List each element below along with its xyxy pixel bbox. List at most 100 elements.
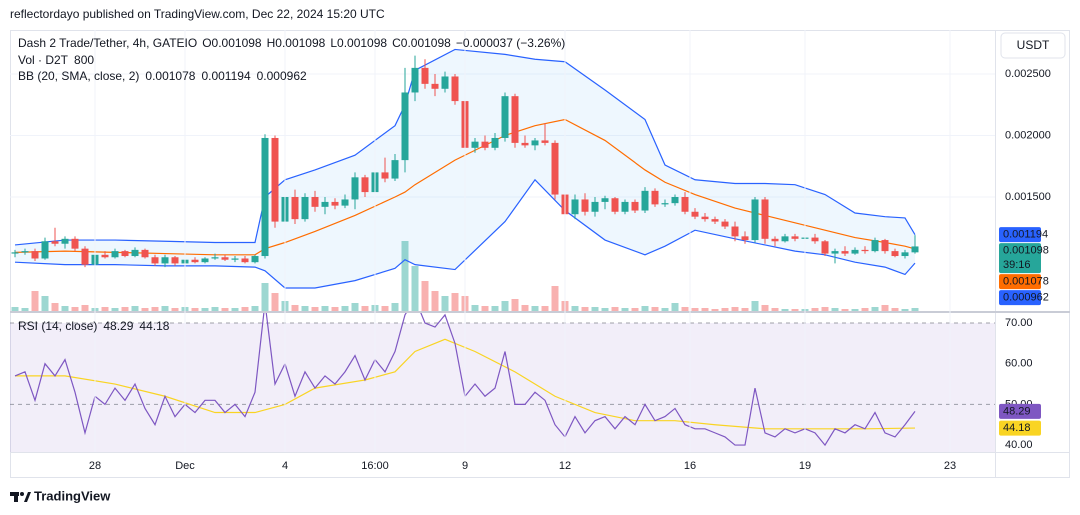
logo-stem bbox=[14, 492, 18, 502]
rsi-tick-label: 60.00 bbox=[1005, 358, 1033, 370]
volume-bar bbox=[331, 307, 339, 311]
candle-body bbox=[241, 258, 249, 263]
volume-bar bbox=[761, 305, 769, 311]
price-tag bbox=[999, 227, 1041, 243]
change: −0.000037 (−3.26%) bbox=[456, 36, 565, 50]
candle-body bbox=[471, 141, 479, 148]
candle-body bbox=[751, 199, 759, 241]
volume-bar bbox=[271, 293, 279, 311]
candle-body bbox=[421, 67, 429, 84]
volume-bar bbox=[361, 306, 369, 311]
candle-body bbox=[221, 257, 229, 260]
volume-bar bbox=[381, 306, 389, 311]
volume-bar bbox=[521, 305, 529, 311]
candle-body bbox=[391, 160, 399, 179]
volume-bar bbox=[411, 266, 419, 311]
candle-body bbox=[571, 199, 579, 215]
volume-bar bbox=[161, 306, 169, 311]
candle-body bbox=[541, 140, 549, 143]
candle-body bbox=[451, 76, 459, 102]
price-tag-label: 0.001194 bbox=[1003, 229, 1048, 241]
candle-body bbox=[81, 248, 89, 265]
volume-bar bbox=[591, 307, 599, 311]
ohlc-value: 0.001098 bbox=[337, 36, 387, 50]
candle-body bbox=[291, 197, 299, 220]
candle-body bbox=[321, 201, 329, 207]
volume-bar bbox=[711, 309, 719, 311]
countdown: 39:16 bbox=[1003, 259, 1031, 271]
volume-bar bbox=[861, 308, 869, 311]
volume-last: 800 bbox=[74, 53, 94, 67]
candle-body bbox=[481, 141, 489, 148]
rsi-ma-line bbox=[15, 338, 916, 430]
x-tick-label: 19 bbox=[799, 460, 811, 472]
volume-bar bbox=[581, 307, 589, 311]
volume-bar bbox=[71, 307, 79, 311]
volume-bar bbox=[791, 309, 799, 311]
volume-bar bbox=[531, 306, 539, 311]
x-tick-label: 23 bbox=[944, 460, 956, 472]
volume-bar bbox=[911, 308, 919, 311]
volume-bar bbox=[841, 309, 849, 311]
symbol-title: Dash 2 Trade/Tether, 4h, GATEIO bbox=[18, 36, 197, 50]
x-tick-label: 28 bbox=[89, 460, 101, 472]
price-tag bbox=[999, 243, 1041, 274]
volume-bar bbox=[81, 305, 89, 311]
candle-body bbox=[171, 257, 179, 264]
ohlc-key: O bbox=[202, 36, 211, 50]
candle-body bbox=[671, 197, 679, 204]
candle-body bbox=[841, 251, 849, 254]
candle-body bbox=[441, 76, 449, 89]
volume-bar bbox=[491, 306, 499, 311]
candle-body bbox=[21, 251, 29, 253]
candle-body bbox=[531, 140, 539, 146]
y-tick-label: 0.001500 bbox=[1005, 191, 1051, 203]
published-line: reflectordayo published on TradingView.c… bbox=[10, 7, 385, 21]
volume-bar bbox=[621, 308, 629, 311]
volume-bar bbox=[781, 309, 789, 311]
price-tag-label: 48.29 bbox=[1003, 405, 1031, 417]
volume-bar bbox=[751, 301, 759, 311]
candle-body bbox=[911, 246, 919, 253]
candle-body bbox=[881, 240, 889, 252]
ohlc-value: 0.001098 bbox=[212, 36, 262, 50]
volume-bar bbox=[121, 307, 129, 311]
volume-bar bbox=[661, 308, 669, 311]
ohlc-key: L bbox=[330, 36, 337, 50]
candle-body bbox=[41, 241, 49, 259]
candle-body bbox=[201, 258, 209, 263]
volume-bar bbox=[291, 305, 299, 311]
candle-body bbox=[251, 256, 259, 263]
volume-bar bbox=[471, 305, 479, 311]
candle-body bbox=[821, 241, 829, 254]
currency-button[interactable] bbox=[1000, 32, 1066, 59]
volume-bar bbox=[21, 308, 29, 311]
volume-bar bbox=[881, 305, 889, 311]
volume-bar bbox=[201, 308, 209, 311]
volume-bar bbox=[151, 307, 159, 311]
candle-body bbox=[661, 203, 669, 205]
ohlc-value: 0.001098 bbox=[401, 36, 451, 50]
price-tag bbox=[999, 420, 1041, 436]
volume-bar bbox=[421, 281, 429, 311]
volume-bar bbox=[811, 308, 819, 311]
candle-body bbox=[521, 142, 529, 146]
candle-body bbox=[191, 259, 199, 263]
volume-bar bbox=[771, 308, 779, 311]
volume-bar bbox=[51, 303, 59, 311]
rsi-tick-label: 40.00 bbox=[1005, 439, 1033, 451]
candle-body bbox=[901, 252, 909, 257]
volume-bar bbox=[641, 306, 649, 311]
volume-bar bbox=[251, 306, 259, 311]
candle-body bbox=[691, 211, 699, 217]
currency-label[interactable]: USDT bbox=[1017, 38, 1050, 52]
candle-body bbox=[831, 251, 839, 254]
candle-body bbox=[411, 67, 419, 93]
candle-body bbox=[331, 201, 339, 206]
ohlc-value: 0.001098 bbox=[275, 36, 325, 50]
volume-bar bbox=[601, 308, 609, 311]
candle-body bbox=[121, 251, 129, 257]
candle-body bbox=[101, 254, 109, 258]
ohlc-key: C bbox=[392, 36, 401, 50]
tradingview-logo bbox=[10, 492, 31, 502]
